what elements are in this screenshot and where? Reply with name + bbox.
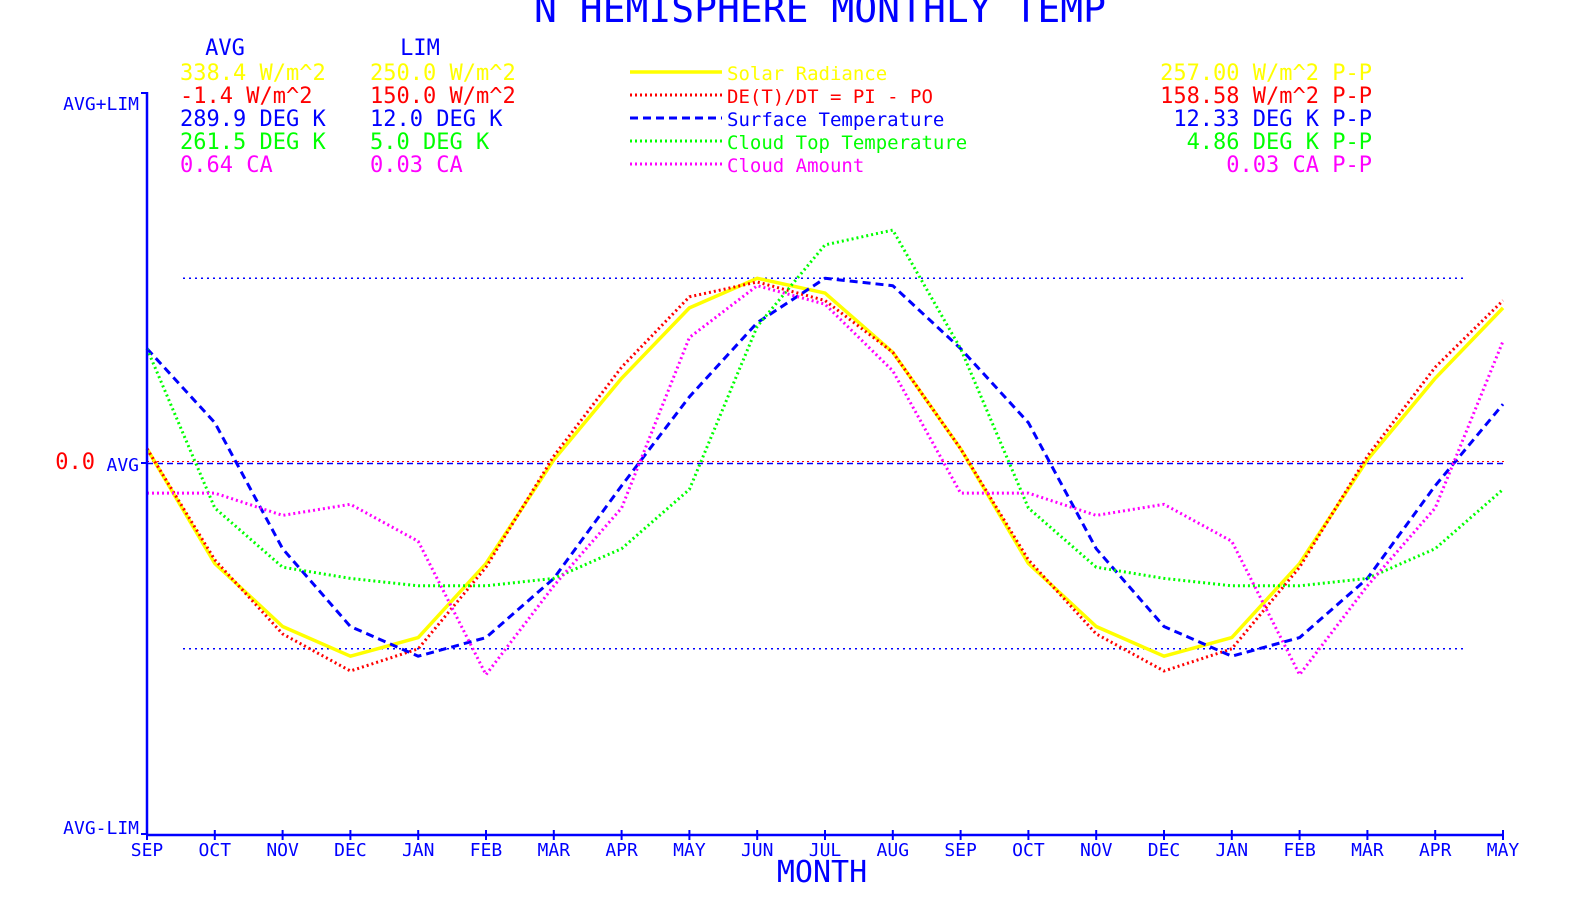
x-tick-label: SEP <box>131 840 164 861</box>
lim-value: 5.0 DEG K <box>370 130 490 155</box>
x-tick-label: JUN <box>741 840 774 861</box>
peak-to-peak-value: 4.86 DEG K P-P <box>1187 130 1372 155</box>
legend-label: Solar Radiance <box>727 63 887 85</box>
legend-label: Cloud Top Temperature <box>727 132 967 154</box>
x-tick-label: DEC <box>334 840 367 861</box>
lim-header: LIM <box>400 36 440 61</box>
avg-value: 0.64 CA <box>180 153 273 178</box>
series-line-3 <box>145 276 1505 658</box>
reference-lines <box>147 277 1504 650</box>
avg-value: 289.9 DEG K <box>180 107 326 132</box>
y-label-top: AVG+LIM <box>63 94 139 115</box>
x-tick-label: OCT <box>1012 840 1045 861</box>
avg-header: AVG <box>205 36 245 61</box>
x-tick-label: MAY <box>673 840 706 861</box>
peak-to-peak-value: 257.00 W/m^2 P-P <box>1160 61 1372 86</box>
x-tick-label: AUG <box>877 840 910 861</box>
x-tick-label: APR <box>1419 840 1452 861</box>
peak-to-peak-value: 12.33 DEG K P-P <box>1173 107 1372 132</box>
x-tick-label: SEP <box>944 840 977 861</box>
series-lines <box>145 228 1505 677</box>
x-tick-label: FEB <box>470 840 503 861</box>
y-label-bottom: AVG-LIM <box>63 818 139 839</box>
x-tick-label: MAY <box>1487 840 1520 861</box>
x-ticks: SEP OCT NOV DEC JAN FEB MAR APR MAY JUN JUL AUG SEP O… <box>131 830 1520 861</box>
series-line-1 <box>145 276 1505 658</box>
x-tick-label: MAR <box>1351 840 1384 861</box>
avg-value: -1.4 W/m^2 <box>180 84 312 109</box>
peak-to-peak-value: 0.03 CA P-P <box>1226 153 1372 178</box>
lim-value: 250.0 W/m^2 <box>370 61 516 86</box>
lim-value: 0.03 CA <box>370 153 463 178</box>
series-line-2 <box>145 280 1505 673</box>
x-tick-label: JAN <box>1216 840 1249 861</box>
avg-value: 261.5 DEG K <box>180 130 326 155</box>
x-tick-label: APR <box>605 840 638 861</box>
stats-block: 338.4 W/m^2 250.0 W/m^2 -1.4 W/m^2 150.0 W/… <box>180 61 516 178</box>
x-tick-label: JAN <box>402 840 435 861</box>
lim-value: 150.0 W/m^2 <box>370 84 516 109</box>
x-tick-label: OCT <box>199 840 232 861</box>
avg-value: 338.4 W/m^2 <box>180 61 326 86</box>
legend-label: DE(T)/DT = PI - PO <box>727 86 933 108</box>
series-line-5 <box>147 284 1505 677</box>
x-tick-label: MAR <box>538 840 571 861</box>
x-tick-label: NOV <box>266 840 299 861</box>
lim-value: 12.0 DEG K <box>370 107 503 132</box>
x-tick-label: DEC <box>1148 840 1181 861</box>
y-label-zero: 0.0 <box>55 450 95 475</box>
chart-title: N HEMISPHERE MONTHLY TEMP <box>534 0 1106 31</box>
legend-label: Surface Temperature <box>727 109 944 131</box>
x-tick-label: JUL <box>809 840 842 861</box>
legend-label: Cloud Amount <box>727 155 864 177</box>
series-line-4 <box>145 228 1504 588</box>
peak-to-peak-value: 158.58 W/m^2 P-P <box>1160 84 1372 109</box>
x-tick-label: NOV <box>1080 840 1113 861</box>
y-label-middle: AVG <box>106 455 139 476</box>
x-tick-label: FEB <box>1283 840 1316 861</box>
x-axis-label: MONTH <box>777 855 867 890</box>
